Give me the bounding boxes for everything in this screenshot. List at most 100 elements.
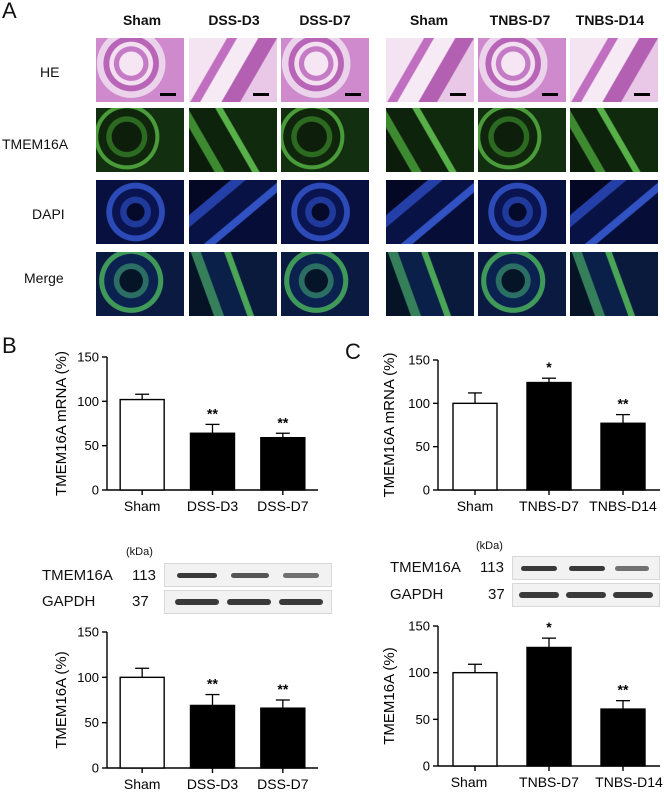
micrograph-tmem16a-dss-d7: [281, 108, 369, 172]
panel-a-letter: A: [2, 0, 17, 23]
column-header-dss-d7: DSS-D7: [299, 12, 351, 28]
y-tick-label-3: 150: [408, 619, 430, 634]
micrograph-dapi-dss-d3: [189, 180, 277, 244]
y-tick-label-1: 50: [85, 438, 99, 453]
micrograph-tmem16a-sham-tnbs: [386, 108, 474, 172]
micrograph-he-tnbs-d14: [570, 38, 658, 102]
panel-b-blot-tmem16a-kda: 113: [132, 567, 156, 584]
bar-sham: [452, 402, 498, 491]
column-header-tnbs-d14: TNBS-D14: [575, 12, 645, 28]
micrograph-he-tnbs-d7: [478, 38, 566, 102]
y-tick-label-0: 0: [423, 483, 430, 498]
row-label-merge: Merge: [24, 270, 64, 286]
column-header-sham-tnbs: Sham: [409, 12, 449, 28]
panel-c-kda-label: (kDa): [476, 540, 503, 552]
x-tick-label-0: Sham: [451, 774, 488, 790]
y-tick-label-2: 100: [408, 396, 430, 411]
y-tick-label-2: 100: [77, 394, 99, 409]
micrograph-dapi-sham-tnbs: [386, 180, 474, 244]
significance-mark-1: *: [546, 359, 552, 375]
bar-tnbs-d7: [526, 381, 572, 491]
bar-sham: [119, 676, 165, 769]
y-tick-label-0: 0: [92, 761, 99, 776]
x-tick-label-1: TNBS-D7: [519, 498, 579, 514]
significance-mark-2: **: [277, 414, 288, 430]
panel-c-blot-gapdh-label: GAPDH: [390, 586, 444, 603]
x-tick-label-2: TNBS-D14: [589, 498, 657, 514]
significance-mark-1: *: [546, 619, 552, 635]
panel-c-blot-tmem16a-strip: [512, 556, 660, 580]
significance-mark-2: **: [277, 681, 288, 697]
panel-b-blot-gapdh-strip: [164, 590, 332, 614]
micrograph-merge-sham-tnbs: [386, 252, 474, 316]
x-tick-label-1: DSS-D3: [187, 776, 239, 792]
x-tick-label-2: TNBS-D14: [595, 774, 663, 790]
significance-mark-2: **: [618, 682, 629, 698]
y-tick-label-1: 50: [85, 715, 99, 730]
panel-c-protein-chart: 0 50 100 150 TMEM16A (%) Sham * TNBS-D7 ** TNBS-D…: [381, 619, 663, 791]
panel-c-letter: C: [345, 339, 361, 364]
micrograph-merge-dss-d3: [189, 252, 277, 316]
x-tick-label-2: DSS-D7: [257, 498, 309, 514]
x-tick-label-1: TNBS-D7: [519, 774, 579, 790]
x-tick-label-2: DSS-D7: [257, 776, 309, 792]
x-tick-label-0: Sham: [124, 498, 161, 514]
micrograph-he-dss-d3: [189, 38, 277, 102]
y-tick-label-1: 50: [416, 439, 430, 454]
micrograph-he-sham-tnbs: [386, 38, 474, 102]
micrograph-merge-tnbs-d7: [478, 252, 566, 316]
panel-c-blot-tmem16a-kda: 113: [480, 559, 504, 576]
y-tick-label-1: 50: [416, 712, 430, 727]
panel-c-blot-tmem16a-label: TMEM16A: [390, 559, 461, 576]
panel-b-blot-tmem16a-strip: [164, 563, 332, 587]
y-tick-label-0: 0: [423, 759, 430, 774]
panel-c-blot-gapdh-kda: 37: [488, 586, 505, 603]
micrograph-dapi-dss-d7: [281, 180, 369, 244]
bar-sham: [119, 398, 165, 491]
micrograph-merge-dss-d7: [281, 252, 369, 316]
row-label-dapi: DAPI: [32, 206, 65, 222]
row-label-he: HE: [40, 64, 60, 80]
y-tick-label-3: 150: [408, 353, 430, 368]
micrograph-tmem16a-dss-d3: [189, 108, 277, 172]
bar-dss-d7: [260, 707, 306, 769]
micrograph-merge-sham-dss: [96, 252, 184, 316]
row-label-tmem16a: TMEM16A: [2, 136, 69, 152]
micrograph-dapi-sham-dss: [96, 180, 184, 244]
column-header-dss-d3: DSS-D3: [208, 12, 260, 28]
micrograph-he-dss-d7: [281, 38, 369, 102]
y-tick-label-0: 0: [92, 483, 99, 498]
panel-b-mrna-chart: 0 50 100 150 TMEM16A mRNA (%) Sham ** DSS-D3 ** D…: [53, 350, 318, 514]
y-axis-title: TMEM16A (%): [53, 651, 70, 749]
panel-b-blot-gapdh-label: GAPDH: [42, 593, 96, 610]
bar-dss-d3: [189, 432, 236, 491]
micrograph-he-sham-dss: [96, 38, 184, 102]
y-tick-label-2: 100: [77, 670, 99, 685]
micrograph-tmem16a-sham-dss: [96, 108, 184, 172]
y-tick-label-3: 150: [77, 350, 99, 365]
bar-tnbs-d14: [600, 422, 646, 491]
micrograph-merge-tnbs-d14: [570, 252, 658, 316]
panel-b-blot-gapdh-kda: 37: [132, 593, 149, 610]
column-header-sham-dss: Sham: [122, 12, 162, 28]
panel-b-blot-tmem16a-label: TMEM16A: [42, 567, 113, 584]
significance-mark-2: **: [618, 396, 629, 412]
panel-b-letter: B: [2, 333, 17, 358]
y-tick-label-3: 150: [77, 625, 99, 640]
y-axis-title: TMEM16A mRNA (%): [381, 352, 398, 497]
panel-c-mrna-chart: 0 50 100 150 TMEM16A mRNA (%) Sham * TNBS-D7 ** T…: [381, 352, 660, 514]
significance-mark-1: **: [207, 676, 218, 692]
significance-mark-1: **: [207, 405, 218, 421]
y-axis-title: TMEM16A (%): [381, 647, 398, 745]
x-tick-label-0: Sham: [457, 498, 494, 514]
column-header-tnbs-d7: TNBS-D7: [489, 12, 551, 28]
x-tick-label-0: Sham: [124, 776, 161, 792]
panel-c-blot-gapdh-strip: [512, 583, 660, 607]
y-tick-label-2: 100: [408, 665, 430, 680]
panel-b-kda-label: (kDa): [126, 546, 153, 558]
bar-sham: [452, 671, 498, 767]
micrograph-dapi-tnbs-d14: [570, 180, 658, 244]
micrograph-tmem16a-tnbs-d7: [478, 108, 566, 172]
x-tick-label-1: DSS-D3: [187, 498, 239, 514]
bar-dss-d7: [260, 436, 306, 491]
